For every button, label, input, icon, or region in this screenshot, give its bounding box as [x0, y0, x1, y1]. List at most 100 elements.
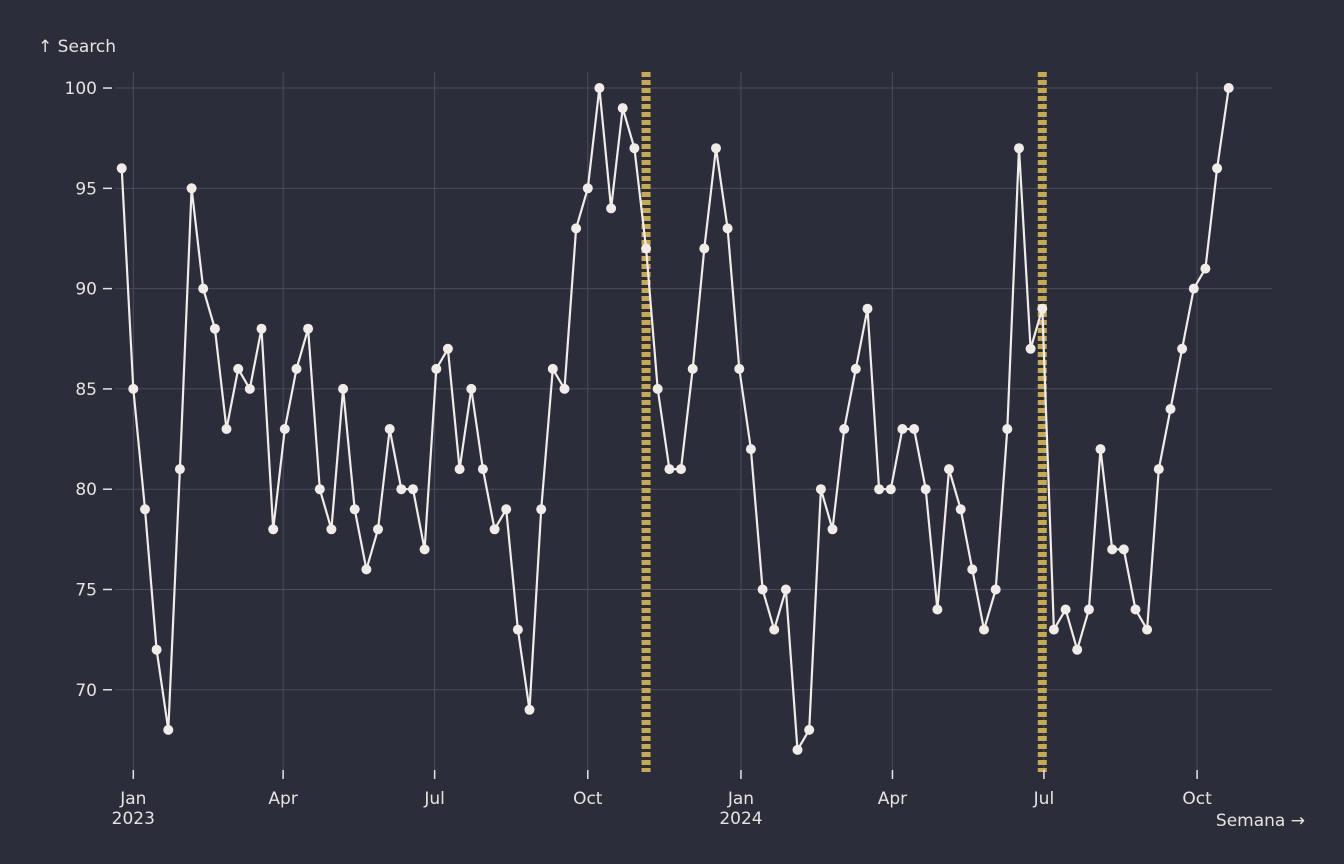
data-point: [1037, 303, 1048, 314]
data-point: [909, 424, 920, 434]
data-point: [501, 504, 512, 515]
vertical-marker-layer: [641, 72, 1047, 772]
data-point: [780, 584, 791, 595]
data-point: [524, 704, 535, 715]
x-tick-label: Jul: [423, 789, 445, 809]
data-point: [221, 424, 232, 434]
data-point: [990, 584, 1001, 595]
data-point: [1118, 544, 1129, 555]
data-point: [1165, 404, 1176, 414]
data-point: [489, 524, 500, 535]
data-point: [1095, 444, 1106, 455]
y-tick-label: 70: [75, 681, 97, 701]
series-line: [120, 87, 1230, 754]
data-point: [116, 163, 127, 174]
data-point: [804, 724, 815, 735]
data-point: [1200, 263, 1211, 274]
data-point: [1177, 343, 1188, 354]
data-point: [547, 363, 558, 374]
data-point: [512, 624, 523, 635]
data-point: [815, 484, 826, 495]
data-point: [722, 223, 733, 234]
data-point: [373, 524, 383, 535]
data-point: [233, 363, 244, 374]
x-tick-sublabel: 2023: [112, 809, 155, 829]
data-point: [792, 744, 803, 755]
x-tick-label: Oct: [573, 789, 603, 809]
data-point: [897, 424, 908, 434]
data-point: [442, 343, 453, 354]
x-tick-label: Jan: [727, 789, 754, 809]
x-tick-sublabel: 2024: [719, 809, 762, 829]
data-point: [629, 143, 640, 154]
data-point: [128, 383, 139, 394]
data-point: [687, 363, 698, 374]
data-point: [932, 604, 943, 615]
x-tick-label: Jul: [1033, 789, 1055, 809]
data-point: [186, 183, 197, 194]
data-point: [1014, 143, 1024, 154]
data-point: [734, 363, 745, 374]
data-point: [559, 383, 570, 394]
x-tick-label: Oct: [1182, 789, 1212, 809]
data-point: [967, 564, 978, 575]
y-tick-label: 75: [75, 580, 97, 600]
grid-layer: [115, 72, 1272, 770]
data-point: [699, 243, 710, 254]
x-axis-title: Semana →: [1216, 811, 1305, 831]
data-point: [1107, 544, 1118, 555]
x-tick-label: Jan: [119, 789, 146, 809]
data-point: [641, 243, 652, 254]
data-point: [827, 524, 838, 535]
data-point: [839, 424, 850, 434]
y-tick-label: 85: [75, 380, 97, 400]
data-point: [1025, 343, 1036, 354]
y-axis-title: ↑ Search: [38, 37, 116, 57]
data-point: [745, 444, 756, 455]
data-point: [396, 484, 407, 495]
data-point: [979, 624, 989, 635]
data-point: [174, 464, 185, 475]
x-tick-label: Apr: [878, 789, 907, 809]
data-point: [349, 504, 360, 515]
data-point: [268, 524, 279, 535]
data-point: [1060, 604, 1071, 615]
data-point: [676, 464, 686, 475]
data-point: [419, 544, 430, 555]
data-point: [338, 383, 349, 394]
series-layer: [116, 83, 1234, 755]
data-point: [571, 223, 582, 234]
data-point: [769, 624, 780, 635]
data-point: [536, 504, 547, 515]
data-point: [140, 504, 150, 515]
data-point: [594, 83, 605, 93]
data-point: [874, 484, 885, 495]
data-point: [466, 383, 477, 394]
x-tick-label: Apr: [268, 789, 297, 809]
data-point: [408, 484, 418, 495]
data-point: [1072, 644, 1083, 655]
data-point: [1002, 424, 1013, 434]
data-point: [256, 323, 267, 334]
data-point: [326, 524, 337, 535]
data-point: [279, 424, 290, 434]
y-tick-label: 100: [65, 79, 97, 99]
data-point: [1142, 624, 1153, 635]
data-point: [477, 464, 488, 475]
data-point: [617, 103, 628, 114]
y-tick-label: 90: [75, 280, 97, 300]
data-point: [431, 363, 442, 374]
y-tick-label: 80: [75, 480, 97, 500]
data-point: [664, 464, 675, 475]
y-tick-label: 95: [75, 179, 97, 199]
data-point: [198, 283, 209, 294]
data-point: [1188, 283, 1199, 294]
data-point: [1130, 604, 1141, 615]
data-point: [850, 363, 861, 374]
data-point: [920, 484, 931, 495]
data-point: [291, 363, 302, 374]
data-point: [944, 464, 954, 475]
data-point: [885, 484, 896, 495]
